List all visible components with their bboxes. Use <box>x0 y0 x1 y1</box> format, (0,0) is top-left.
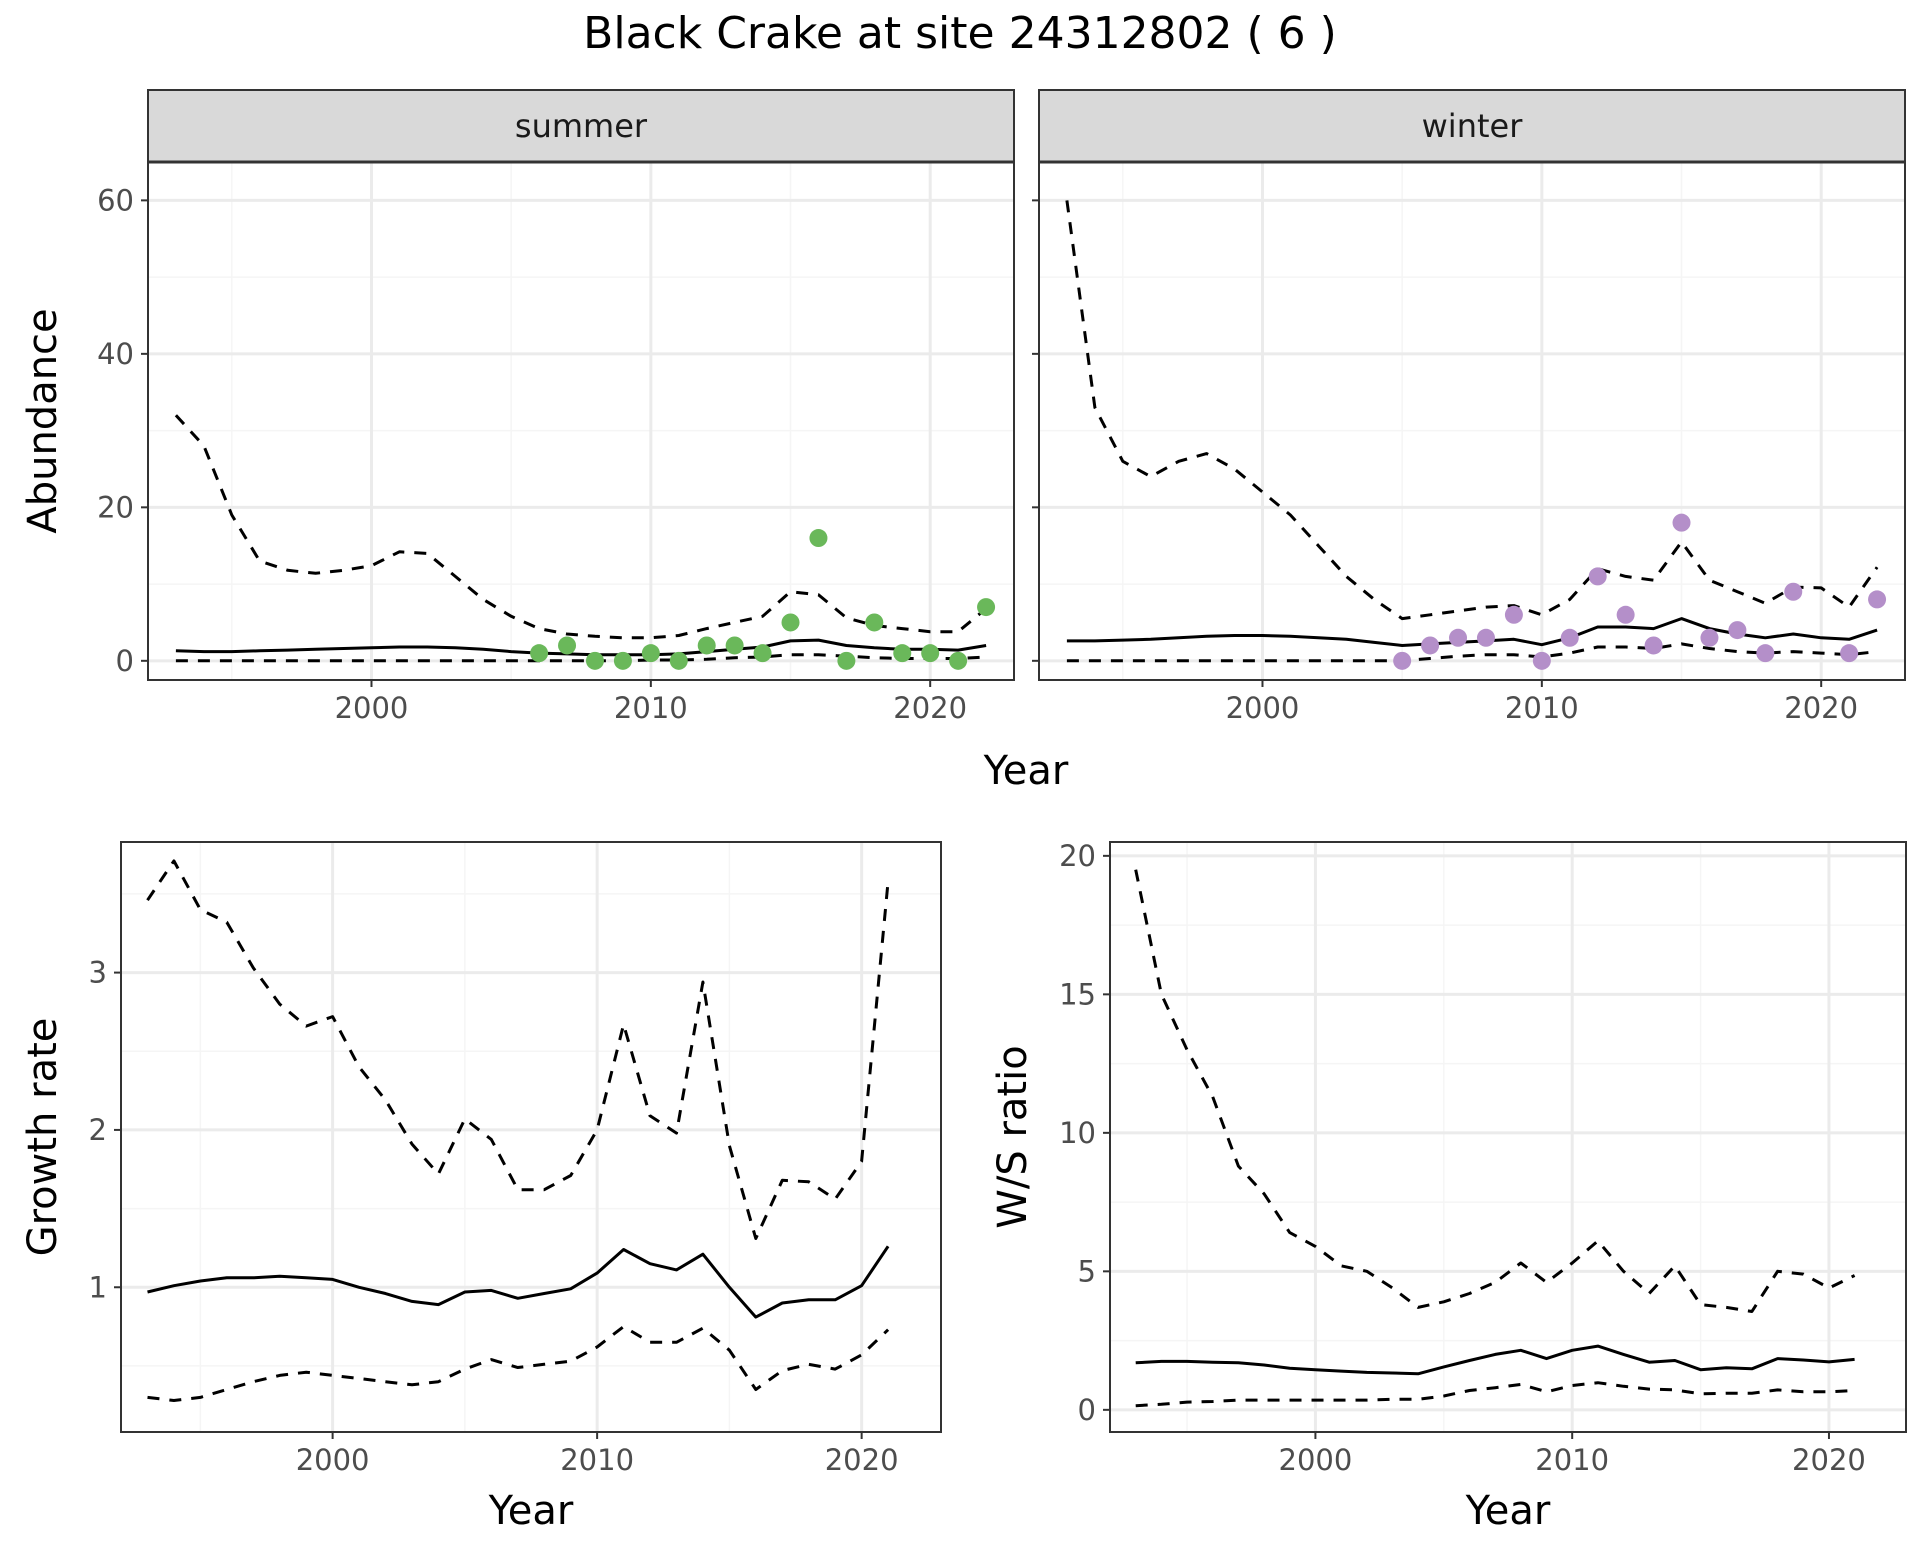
figure-title: Black Crake at site 24312802 ( 6 ) <box>583 8 1337 59</box>
data-point <box>1644 636 1663 655</box>
facet-strip <box>147 89 1015 163</box>
data-point <box>753 644 772 663</box>
x-tick-label: 2000 <box>1279 1443 1353 1477</box>
data-point <box>725 636 744 655</box>
panel-border <box>1109 841 1907 1433</box>
panel-4: 2000 2010 2020 0 5 10 15 20 W/S ratio Year <box>990 839 1907 1534</box>
y-tick-label: 60 <box>97 183 134 217</box>
data-point <box>1840 644 1859 663</box>
series-line-bound-1 <box>146 859 890 1240</box>
data-point <box>585 651 604 670</box>
x-tick-label: 2020 <box>1792 1443 1866 1477</box>
data-point <box>1504 605 1523 624</box>
y-tick-label: 5 <box>1078 1254 1096 1288</box>
data-point <box>1700 628 1719 647</box>
data-point <box>613 651 632 670</box>
data-point <box>781 613 800 632</box>
series-line-bound-1 <box>1065 200 1879 621</box>
x-tick-label: 2020 <box>825 1443 899 1477</box>
data-point <box>1868 590 1887 609</box>
data-point <box>837 651 856 670</box>
x-tick-label: 2000 <box>1226 691 1300 725</box>
y-tick-label: 15 <box>1059 977 1096 1011</box>
y-tick-label: 20 <box>1059 839 1096 873</box>
x-tick-label: 2010 <box>1535 1443 1609 1477</box>
y-tick-label: 0 <box>116 644 134 678</box>
series-line-bound-1 <box>174 414 988 640</box>
data-point <box>1393 651 1412 670</box>
x-tick-label: 2010 <box>614 691 688 725</box>
x-tick-label: 2000 <box>296 1443 370 1477</box>
data-point <box>1616 605 1635 624</box>
series-line-estimate <box>147 1245 890 1319</box>
panel-border <box>147 161 1015 681</box>
facet-label: winter <box>1422 107 1524 145</box>
x-axis-title: Year <box>1465 1488 1551 1534</box>
y-axis-title: W/S ratio <box>990 1045 1036 1228</box>
data-point <box>949 651 968 670</box>
data-point <box>977 598 996 617</box>
x-tick-label: 2010 <box>560 1443 634 1477</box>
x-axis-title: Year <box>488 1488 574 1534</box>
panel-3: 2000 2010 2020 1 2 3 Growth rate Year <box>20 841 942 1534</box>
data-point <box>921 644 940 663</box>
series-line-bound-2 <box>1066 642 1878 663</box>
data-point <box>697 636 716 655</box>
x-axis-title-top: Year <box>983 748 1069 794</box>
facet-label: summer <box>515 107 648 145</box>
data-point <box>1784 582 1803 601</box>
y-tick-label: 40 <box>97 337 134 371</box>
data-point <box>1532 651 1551 670</box>
data-point <box>1728 621 1747 640</box>
data-point <box>1588 567 1607 586</box>
x-tick-label: 2020 <box>893 691 967 725</box>
y-tick-label: 20 <box>97 490 134 524</box>
y-tick-label: 3 <box>89 956 107 990</box>
data-point <box>1672 513 1691 532</box>
data-point <box>893 644 912 663</box>
y-axis-title: Abundance <box>20 308 66 533</box>
data-point <box>865 613 884 632</box>
data-point <box>1421 636 1440 655</box>
panel-border <box>120 841 942 1433</box>
x-tick-label: 2010 <box>1505 691 1579 725</box>
y-tick-label: 2 <box>89 1113 107 1147</box>
series-line-bound-2 <box>175 653 987 663</box>
y-tick-label: 10 <box>1059 1116 1096 1150</box>
data-point <box>1449 628 1468 647</box>
data-point <box>641 644 660 663</box>
data-point <box>669 651 688 670</box>
data-point <box>1560 628 1579 647</box>
series-line-estimate <box>175 638 987 657</box>
series-line-bound-1 <box>1134 869 1856 1313</box>
data-point <box>1756 644 1775 663</box>
y-axis-title: Growth rate <box>20 1018 66 1257</box>
data-point <box>1476 628 1495 647</box>
panel-2: winter 2000 2010 2020 <box>1032 89 1906 725</box>
series-line-bound-2 <box>1135 1381 1855 1408</box>
panel-border <box>1038 161 1906 681</box>
data-point <box>558 636 577 655</box>
series-line-estimate <box>1135 1344 1855 1376</box>
x-tick-label: 2000 <box>335 691 409 725</box>
facet-strip <box>1038 89 1906 163</box>
series-line-estimate <box>1066 617 1878 647</box>
panel-1: summer 2000 2010 2020 0 20 40 60 Abundance <box>20 89 1015 725</box>
y-tick-label: 1 <box>89 1270 107 1304</box>
x-tick-label: 2020 <box>1784 691 1858 725</box>
data-point <box>530 644 549 663</box>
data-point <box>809 529 828 548</box>
series-line-bound-2 <box>147 1325 890 1402</box>
y-tick-label: 0 <box>1078 1393 1096 1427</box>
